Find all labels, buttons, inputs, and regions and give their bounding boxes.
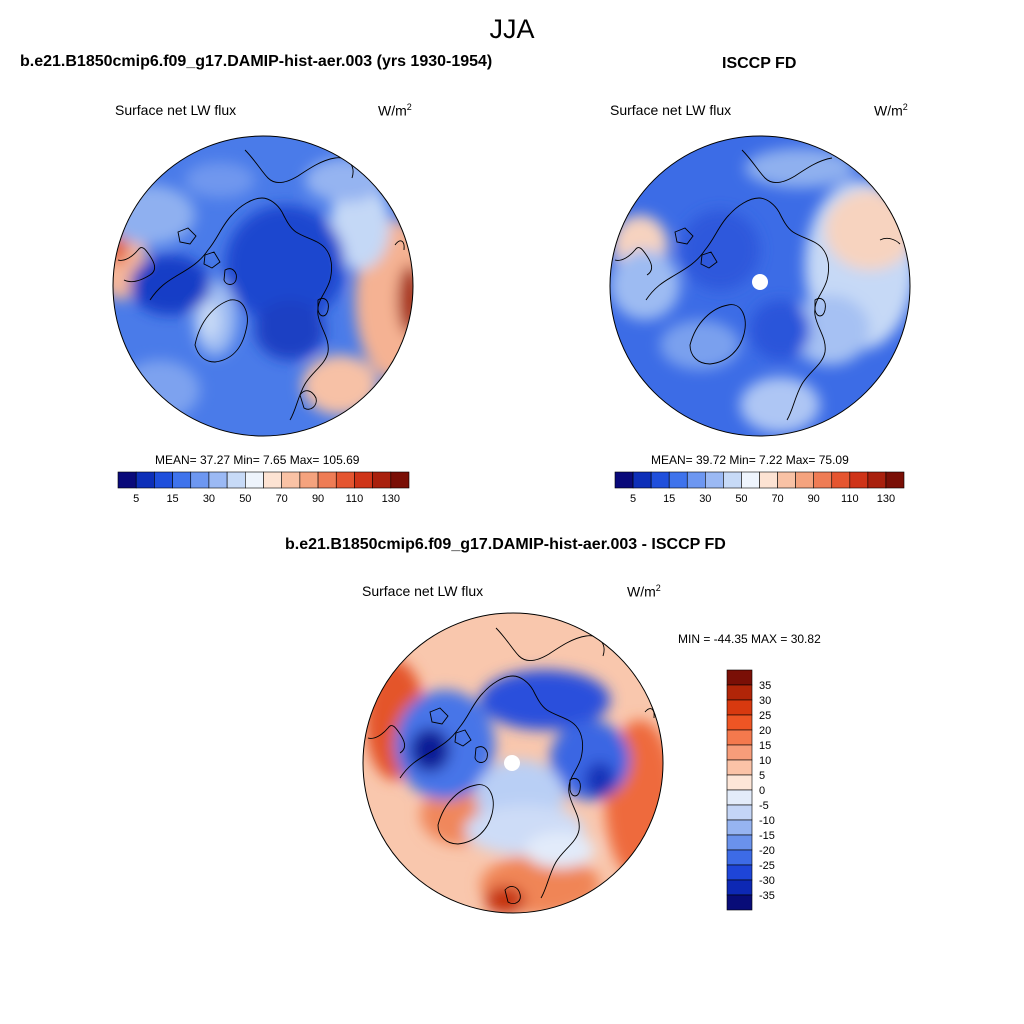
colorbar-box <box>208 471 228 489</box>
colorbar-tick-label: -15 <box>759 830 775 842</box>
colorbar-box <box>190 471 210 489</box>
colorbar-tick-label: 15 <box>663 493 675 505</box>
colorbar-tick-label: 30 <box>699 493 711 505</box>
colorbar-obs: 5 15 30 50 70 90 110 130 <box>614 471 905 505</box>
polar-map-obs <box>609 135 911 437</box>
colorbar-tick-label: 30 <box>759 695 771 707</box>
colorbar-box <box>867 471 887 489</box>
colorbar-box <box>632 471 652 489</box>
colorbar-box <box>281 471 301 489</box>
units-label-obs: W/m2 <box>874 102 908 119</box>
colorbar-model: 5 15 30 50 70 90 110 130 <box>117 471 410 505</box>
colorbar-box <box>299 471 319 489</box>
colorbar-tick-label: 50 <box>239 493 251 505</box>
colorbar-box <box>226 471 246 489</box>
colorbar-box <box>726 894 753 911</box>
colorbar-box <box>245 471 264 489</box>
colorbar-box <box>726 699 753 716</box>
colorbar-tick-label: 50 <box>735 493 747 505</box>
colorbar-box <box>117 471 137 489</box>
colorbar-tick-label: 25 <box>759 710 771 722</box>
colorbar-box <box>726 834 753 851</box>
variable-label-diff: Surface net LW flux <box>362 583 484 599</box>
colorbar-box <box>795 471 814 489</box>
colorbar-box <box>263 471 282 489</box>
colorbar-tick-label: 30 <box>203 493 215 505</box>
colorbar-box <box>372 471 392 489</box>
colorbar-tick-label: 5 <box>759 770 765 782</box>
colorbar-box <box>705 471 724 489</box>
colorbar-tick-label: 5 <box>133 493 139 505</box>
colorbar-box <box>614 471 634 489</box>
colorbar-box <box>726 759 753 776</box>
panel-title-obs: ISCCP FD <box>722 55 797 72</box>
colorbar-tick-label: 90 <box>312 493 324 505</box>
panel-title-diff: b.e21.B1850cmip6.f09_g17.DAMIP-hist-aer.… <box>285 536 726 553</box>
colorbar-box <box>885 471 905 489</box>
colorbar-tick-label: 130 <box>877 493 895 505</box>
colorbar-tick-label: -30 <box>759 875 775 887</box>
colorbar-tick-label: 10 <box>759 755 771 767</box>
polar-map-diff <box>362 612 664 914</box>
colorbar-box <box>726 819 753 836</box>
colorbar-box <box>813 471 833 489</box>
colorbar-tick-label: 20 <box>759 725 771 737</box>
colorbar-tick-label: 130 <box>382 493 400 505</box>
colorbar-box <box>135 471 155 489</box>
colorbar-tick-label: 110 <box>841 493 859 505</box>
colorbar-tick-label: 70 <box>276 493 288 505</box>
colorbar-box <box>777 471 796 489</box>
colorbar-box <box>849 471 869 489</box>
colorbar-box <box>726 729 753 746</box>
colorbar-tick-label: 15 <box>759 740 771 752</box>
panel-title-model: b.e21.B1850cmip6.f09_g17.DAMIP-hist-aer.… <box>20 53 493 70</box>
units-label-diff: W/m2 <box>627 583 661 600</box>
colorbar-box <box>686 471 706 489</box>
colorbar-tick-label: 15 <box>166 493 178 505</box>
colorbar-box <box>354 471 373 489</box>
stats-obs: MEAN= 39.72 Min= 7.22 Max= 75.09 <box>651 453 849 467</box>
colorbar-box <box>726 774 753 791</box>
colorbar-box <box>726 849 753 866</box>
colorbar-box <box>831 471 851 489</box>
colorbar-box <box>668 471 688 489</box>
colorbar-box <box>726 789 753 806</box>
colorbar-box <box>723 471 742 489</box>
colorbar-tick-label: 70 <box>771 493 783 505</box>
colorbar-box <box>741 471 760 489</box>
stats-model: MEAN= 37.27 Min= 7.65 Max= 105.69 <box>155 453 360 467</box>
colorbar-box <box>759 471 778 489</box>
colorbar-box <box>390 471 410 489</box>
units-label-model: W/m2 <box>378 102 412 119</box>
colorbar-box <box>726 669 753 686</box>
colorbar-tick-label: -5 <box>759 800 769 812</box>
colorbar-box <box>726 864 753 881</box>
colorbar-tick-label: 90 <box>808 493 820 505</box>
colorbar-box <box>726 804 753 821</box>
variable-label-model: Surface net LW flux <box>115 102 237 118</box>
colorbar-tick-label: 0 <box>759 785 765 797</box>
colorbar-tick-label: 35 <box>759 680 771 692</box>
colorbar-tick-label: -25 <box>759 860 775 872</box>
polar-map-model <box>112 135 414 437</box>
colorbar-tick-label: -20 <box>759 845 775 857</box>
colorbar-tick-label: -10 <box>759 815 775 827</box>
colorbar-box <box>172 471 192 489</box>
colorbar-box <box>726 744 753 761</box>
stats-diff: MIN = -44.35 MAX = 30.82 <box>678 632 821 646</box>
colorbar-diff: 35 30 25 20 15 10 5 0 -5 -10 -15 -20 -25 -30 -35 <box>726 669 775 911</box>
colorbar-box <box>335 471 355 489</box>
colorbar-tick-label: 110 <box>346 493 364 505</box>
figure-title: JJA <box>489 14 535 44</box>
colorbar-tick-label: 5 <box>630 493 636 505</box>
variable-label-obs: Surface net LW flux <box>610 102 732 118</box>
colorbar-box <box>726 879 753 896</box>
colorbar-tick-label: -35 <box>759 890 775 902</box>
colorbar-box <box>154 471 173 489</box>
colorbar-box <box>726 684 753 701</box>
colorbar-box <box>317 471 337 489</box>
colorbar-box <box>726 714 753 731</box>
colorbar-box <box>650 471 670 489</box>
